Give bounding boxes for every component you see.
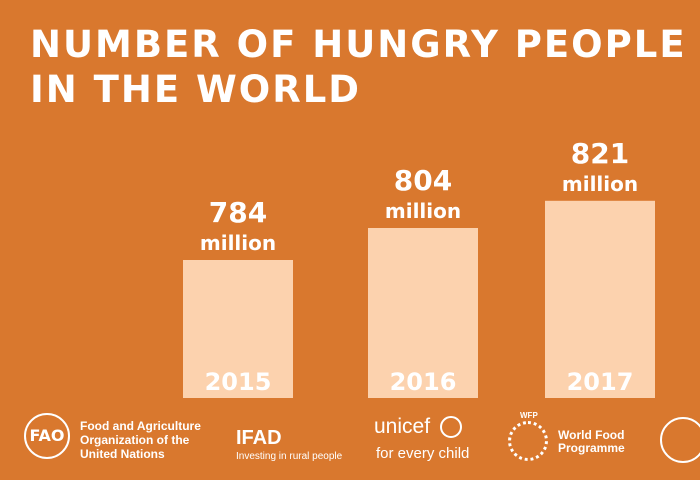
chart-title: NUMBER OF HUNGRY PEOPLE IN THE WORLD (30, 22, 687, 112)
wfp-name-line-1: World Food (558, 428, 625, 442)
unicef-logo: unicef (374, 415, 431, 438)
fao-emblem-icon: FAO (24, 413, 70, 459)
chart-title-line-2: IN THE WORLD (30, 68, 362, 111)
wfp-abbr: WFP (520, 411, 538, 420)
wfp-name: World Food Programme (558, 429, 625, 455)
ifad-logo: IFAD (236, 427, 282, 449)
data-label-unit-2015: million (200, 231, 276, 255)
ifad-tagline: Investing in rural people (236, 451, 343, 462)
unicef-tagline: for every child (376, 445, 470, 462)
partner-logos: FAO Food and Agriculture Organization of… (0, 405, 700, 480)
fao-name-line-2: Organization of the (80, 433, 190, 447)
fao-name: Food and Agriculture Organization of the… (80, 419, 201, 461)
who-emblem-icon (660, 417, 700, 463)
data-label-unit-2017: million (562, 172, 638, 196)
chart-title-line-1: NUMBER OF HUNGRY PEOPLE (30, 23, 687, 66)
x-tick-label-2017: 2017 (567, 368, 634, 396)
x-tick-label-2016: 2016 (390, 368, 457, 396)
fao-name-line-1: Food and Agriculture (80, 419, 201, 433)
bar-chart: 2015784million2016804million2017821milli… (183, 137, 655, 398)
bar-2015 (183, 260, 293, 398)
data-label-value-2015: 784 (209, 196, 267, 229)
bar-2016 (368, 228, 478, 398)
wfp-name-line-2: Programme (558, 441, 625, 455)
unicef-globe-icon (440, 416, 462, 438)
x-tick-label-2015: 2015 (205, 368, 272, 396)
wfp-emblem-icon (508, 421, 548, 461)
bar-2017 (545, 200, 655, 398)
data-label-value-2016: 804 (394, 164, 452, 197)
fao-name-line-3: United Nations (80, 447, 165, 461)
data-label-value-2017: 821 (571, 137, 629, 170)
data-label-unit-2016: million (385, 199, 461, 223)
